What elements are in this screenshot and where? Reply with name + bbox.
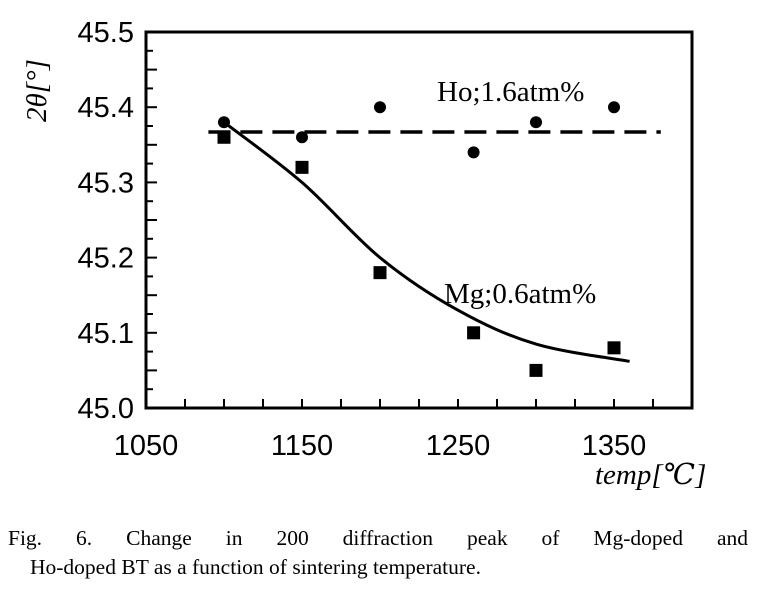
fit-lines — [208, 121, 661, 363]
series-label-ho: Ho;1.6atm% — [437, 76, 584, 108]
data-point-circle — [296, 131, 308, 144]
fit-line-solid — [223, 121, 630, 363]
caption-line-1: Fig. 6. Change in 200 diffraction peak o… — [8, 526, 748, 550]
x-tick-label: 1350 — [582, 430, 647, 462]
data-point-circle — [467, 146, 480, 159]
data-point-circle — [608, 101, 620, 114]
y-tick-label: 45.2 — [78, 243, 134, 275]
data-point-square — [529, 363, 543, 377]
data-point-square — [373, 266, 387, 280]
y-tick-label: 45.4 — [78, 92, 134, 124]
figure-caption: Fig. 6. Change in 200 diffraction peak o… — [8, 524, 748, 582]
data-point-square — [467, 326, 481, 340]
x-tick-label: 1150 — [271, 430, 333, 462]
caption-line-2: Ho-doped BT as a function of sintering t… — [30, 555, 481, 579]
x-tick-label: 1050 — [114, 430, 179, 462]
y-tick-label: 45.1 — [78, 318, 134, 350]
ticks — [146, 49, 654, 408]
y-tick-label: 45.0 — [78, 393, 134, 425]
x-axis-label: temp[℃] — [595, 459, 706, 491]
chart: 1050 1150 1250 1350 45.0 45.1 45.2 45.3 45.4 45.5… — [21, 17, 706, 491]
x-tick-label: 1250 — [426, 430, 491, 462]
data-point-circle — [374, 101, 386, 114]
series-labels: Ho;1.6atm% Mg;0.6atm% — [437, 76, 596, 310]
y-tick-label: 45.3 — [78, 167, 134, 199]
series-label-mg: Mg;0.6atm% — [444, 278, 596, 310]
data-point-circle — [218, 116, 230, 129]
data-markers — [217, 101, 621, 377]
y-axis-label: 2θ[°] — [21, 59, 53, 122]
data-point-square — [295, 160, 309, 174]
data-point-square — [607, 341, 621, 355]
y-tick-label: 45.5 — [78, 17, 134, 49]
tick-labels: 1050 1150 1250 1350 45.0 45.1 45.2 45.3 45.4 45.5 — [78, 17, 647, 462]
data-point-square — [217, 130, 231, 144]
data-point-circle — [530, 116, 542, 129]
